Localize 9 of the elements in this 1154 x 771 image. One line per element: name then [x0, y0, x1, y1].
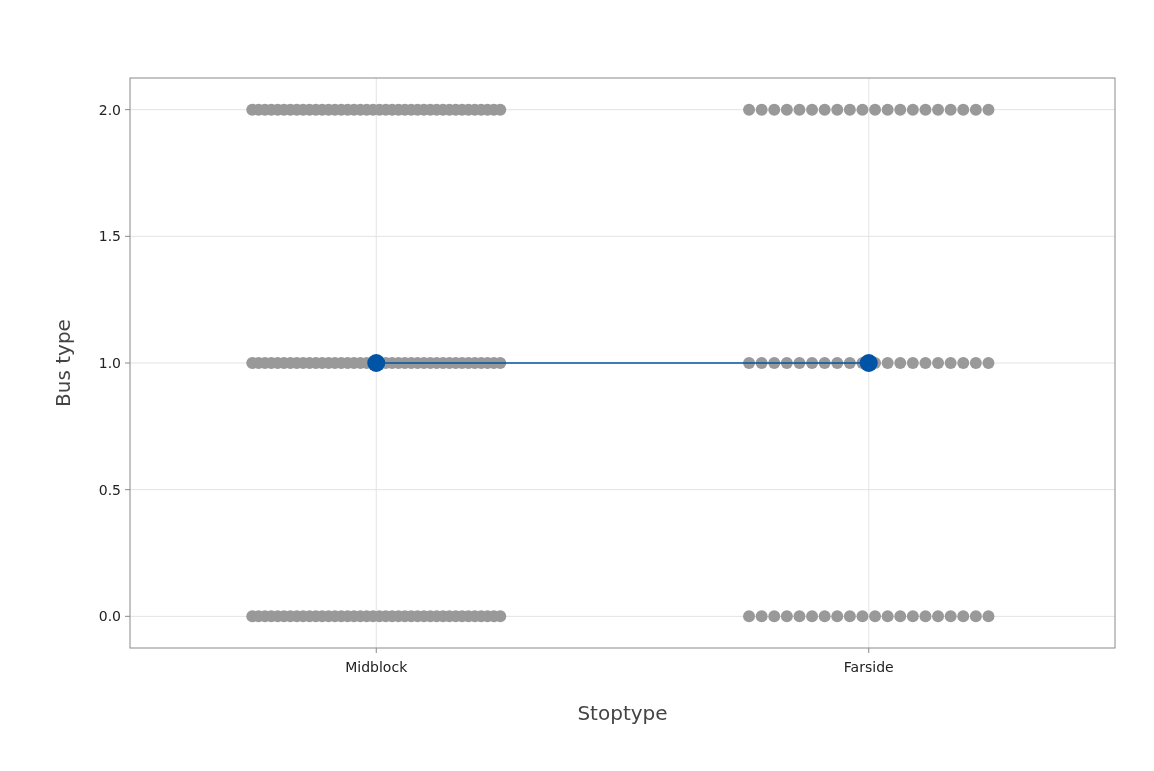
y-tick-label: 2.0 — [98, 101, 121, 118]
y-tick-label: 1.5 — [98, 228, 121, 245]
x-tick-label: Farside — [843, 659, 894, 675]
x-axis-title: Stoptype — [577, 701, 668, 725]
y-tick-label: 0.5 — [98, 481, 121, 498]
x-tick-label: Midblock — [345, 659, 409, 675]
y-axis-title: Bus type — [51, 319, 75, 407]
y-tick-label: 0.0 — [98, 608, 121, 625]
y-tick-label: 1.0 — [98, 354, 121, 371]
